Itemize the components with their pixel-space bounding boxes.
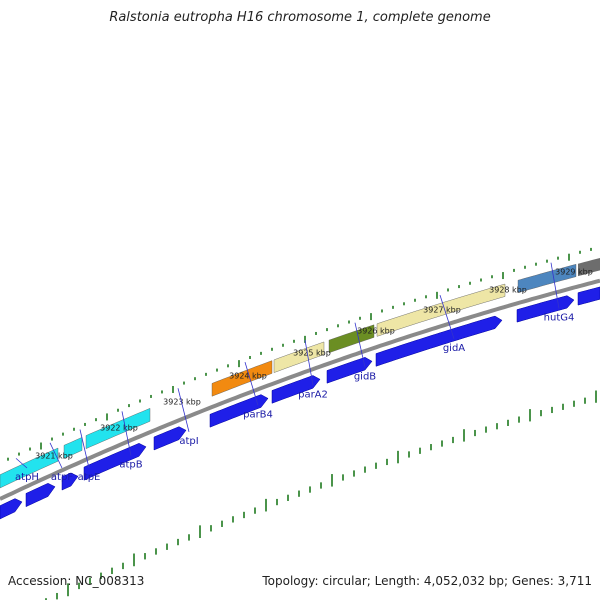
gene-label-gidB[interactable]: gidB: [354, 371, 376, 382]
gene-label-atpI[interactable]: atpI: [179, 436, 198, 447]
gene-leader-line: [49, 442, 63, 469]
gene-label-gidA[interactable]: gidA: [443, 343, 465, 354]
axis-label: 3924 kbp: [229, 372, 267, 381]
gene-leader-line: [244, 362, 259, 406]
axis-label: 3925 kbp: [293, 348, 331, 357]
gene-band-hutG4: [517, 264, 577, 293]
gene-label-atpB[interactable]: atpB: [119, 460, 142, 471]
gene-label-parA2[interactable]: parA2: [298, 389, 328, 400]
forward-cds-arrow: [516, 295, 575, 323]
page-title: Ralstonia eutropha H16 chromosome 1, com…: [109, 10, 491, 25]
gene-band-gidB: [328, 324, 375, 354]
forward-cds-arrow: [153, 426, 187, 451]
axis-label: 3929 kbp: [555, 267, 593, 276]
axis-label: 3926 kbp: [357, 326, 395, 335]
gene-leader-line: [177, 388, 190, 432]
chromosome-backbone: [0, 278, 600, 501]
gene-leader-line: [354, 322, 366, 368]
gene-leader-line: [304, 340, 314, 386]
gene-label-hutG4[interactable]: hutG4: [544, 313, 575, 324]
inner-tick-ring: [7, 247, 592, 461]
axis-label: 3921 kbp: [35, 452, 73, 461]
gene-band-parA2: [273, 341, 325, 373]
accession-text: Accession: NC_008313: [8, 574, 145, 588]
backbone-line: [0, 278, 600, 501]
axis-label: 3922 kbp: [100, 423, 138, 432]
forward-cds-arrow: [0, 498, 23, 520]
gene-band-gidA: [376, 283, 506, 337]
forward-cds-arrow: [577, 286, 600, 306]
axis-labels: 3921 kbp 3922 kbp 3923 kbp 3924 kbp 3925 kbp…: [35, 267, 593, 460]
gene-band-next: [578, 258, 600, 277]
gene-leader-line: [439, 294, 455, 339]
gene-labels: atpH atpF atpE atpB atpI parB4 parA2 gidB gidA hu…: [15, 262, 575, 483]
topology-summary: Topology: circular; Length: 4,052,032 bp…: [262, 574, 592, 588]
gene-label-atpH[interactable]: atpH: [15, 472, 39, 483]
gene-label-parB4[interactable]: parB4: [243, 409, 273, 420]
axis-label: 3928 kbp: [489, 286, 527, 295]
gene-leader-line: [79, 429, 90, 469]
forward-cds-arrow: [25, 483, 56, 508]
gene-leader-line: [550, 262, 560, 309]
gene-features: [0, 258, 600, 520]
forward-cds-arrow: [61, 472, 79, 491]
forward-cds-arrow: [375, 315, 503, 367]
gene-label-atpF[interactable]: atpF: [51, 472, 73, 483]
gene-leader-line: [15, 458, 28, 469]
forward-cds-arrow: [271, 375, 321, 404]
gene-band-atpH: [0, 447, 59, 489]
forward-cds-arrow: [326, 357, 373, 384]
gene-leader-line: [121, 411, 132, 456]
gene-band-parB4: [211, 360, 273, 397]
outer-tick-ring: [45, 390, 597, 600]
forward-cds-arrow: [209, 394, 269, 428]
gene-label-atpE[interactable]: atpE: [78, 472, 101, 483]
gene-band-atpE: [85, 407, 151, 450]
axis-label: 3927 kbp: [423, 305, 461, 314]
axis-label: 3923 kbp: [163, 397, 201, 406]
